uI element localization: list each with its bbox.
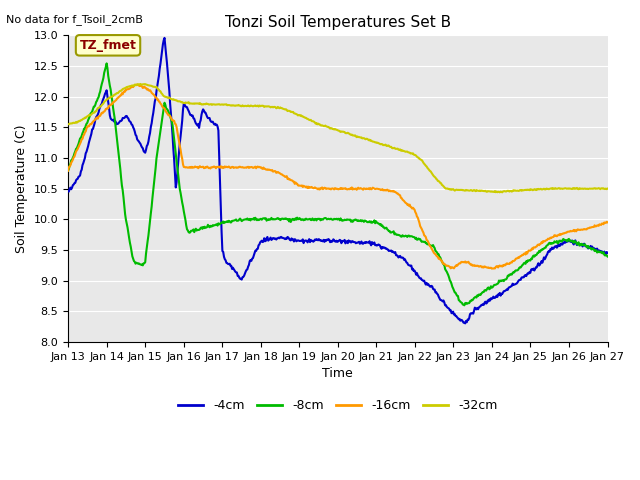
Legend: -4cm, -8cm, -16cm, -32cm: -4cm, -8cm, -16cm, -32cm — [173, 394, 502, 417]
Text: TZ_fmet: TZ_fmet — [79, 39, 136, 52]
Y-axis label: Soil Temperature (C): Soil Temperature (C) — [15, 124, 28, 253]
Title: Tonzi Soil Temperatures Set B: Tonzi Soil Temperatures Set B — [225, 15, 451, 30]
X-axis label: Time: Time — [323, 367, 353, 380]
Text: No data for f_Tsoil_2cmB: No data for f_Tsoil_2cmB — [6, 14, 143, 25]
